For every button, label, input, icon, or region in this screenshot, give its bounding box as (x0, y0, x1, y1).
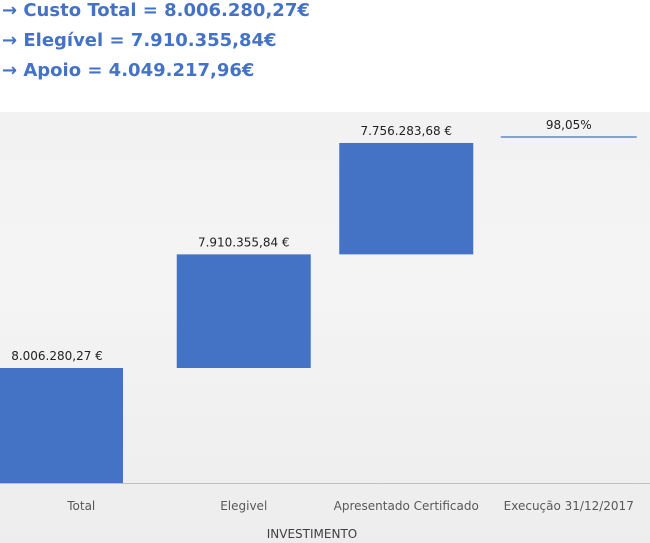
tick-label-elegivel: Elegivel (220, 499, 267, 513)
data-label-elegivel: 7.910.355,84 € (198, 235, 290, 249)
summary-custo-total: → Custo Total = 8.006.280,27€ (2, 0, 310, 21)
data-label-execucao: 98,05% (546, 118, 592, 132)
tick-label-apresentado-certificado: Apresentado Certificado (334, 499, 479, 513)
tick-label-total: Total (66, 499, 95, 513)
summary-apoio: → Apoio = 4.049.217,96€ (2, 60, 255, 81)
bar-apresentado-certificado (339, 142, 474, 255)
data-label-total: 8.006.280,27 € (11, 349, 103, 363)
chart-area: 8.006.280,27 € Total 7.910.355,84 € Elegive… (0, 112, 650, 543)
x-axis-title: INVESTIMENTO (267, 527, 357, 541)
bar-elegivel (176, 254, 311, 368)
waterfall-chart: 8.006.280,27 € Total 7.910.355,84 € Elegive… (0, 118, 650, 541)
bar-total (0, 368, 123, 483)
summary-elegivel: → Elegível = 7.910.355,84€ (2, 30, 277, 51)
tick-label-execucao: Execução 31/12/2017 (504, 499, 634, 513)
summary-block: → Custo Total = 8.006.280,27€ → Elegível… (0, 0, 650, 112)
data-label-apresentado-certificado: 7.756.283,68 € (360, 124, 452, 138)
